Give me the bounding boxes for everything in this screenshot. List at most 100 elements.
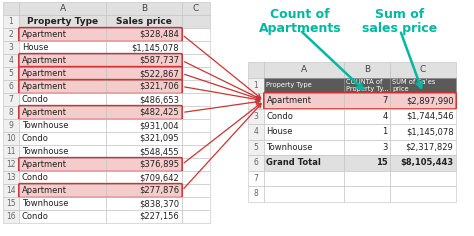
Bar [3,28,19,41]
Text: 16: 16 [6,212,16,221]
Bar [390,170,456,186]
Text: B: B [364,65,370,74]
Bar [390,62,456,77]
Bar [19,158,106,171]
Text: $1,145,078: $1,145,078 [406,127,454,136]
Text: $1,145,078: $1,145,078 [131,43,179,52]
Text: 6: 6 [9,82,13,91]
Bar [106,210,182,223]
Text: $482,425: $482,425 [139,108,179,117]
Bar [344,93,390,109]
Text: 8: 8 [254,189,258,198]
Text: 7: 7 [9,95,13,104]
Bar [19,119,106,132]
Bar [106,54,182,67]
Bar [182,106,210,119]
Bar [19,80,106,93]
Bar [19,210,106,223]
Text: Sales price: Sales price [116,17,172,26]
Text: 8: 8 [9,108,13,117]
Text: $2,317,829: $2,317,829 [406,143,454,152]
Bar [3,145,19,158]
Text: Property Type: Property Type [266,82,312,88]
Bar [248,139,264,155]
Bar [19,197,106,210]
Text: Apartment: Apartment [22,69,67,78]
Text: Grand Total: Grand Total [266,158,321,167]
Bar [182,28,210,41]
Bar [106,197,182,210]
Bar [390,155,456,170]
Bar [264,109,344,124]
Bar [19,106,106,119]
Text: Townhouse: Townhouse [22,147,69,156]
Bar [390,124,456,139]
Text: 11: 11 [6,147,16,156]
Text: $1,744,546: $1,744,546 [406,112,454,121]
Bar [19,132,106,145]
Text: COUNTA of
Property Ty...: COUNTA of Property Ty... [346,79,389,92]
Text: $709,642: $709,642 [139,173,179,182]
Bar [106,93,182,106]
Bar [182,15,210,28]
Bar [390,109,456,124]
Text: A: A [59,4,65,13]
Bar [182,171,210,184]
Bar [264,62,344,77]
Text: $376,895: $376,895 [139,160,179,169]
Text: 1: 1 [254,81,258,90]
Text: $227,156: $227,156 [139,212,179,221]
Bar [106,41,182,54]
Text: Condo: Condo [22,173,49,182]
Bar [248,77,264,93]
Bar [3,80,19,93]
Text: House: House [266,127,293,136]
Text: B: B [141,4,147,13]
Bar [248,124,264,139]
Text: 4: 4 [9,56,13,65]
Text: $838,370: $838,370 [139,199,179,208]
Bar [344,170,390,186]
Text: 5: 5 [254,143,258,152]
Text: Townhouse: Townhouse [22,199,69,208]
Bar [344,77,390,93]
Text: 7: 7 [254,174,258,183]
Bar [182,93,210,106]
Text: $931,004: $931,004 [139,121,179,130]
Bar [182,54,210,67]
Bar [248,155,264,170]
Text: Apartment: Apartment [22,30,67,39]
Bar [248,93,264,109]
Bar [106,132,182,145]
Bar [3,15,19,28]
Bar [3,106,19,119]
Text: C: C [420,65,426,74]
Bar [344,139,390,155]
Text: Apartment: Apartment [266,96,311,105]
Bar [3,67,19,80]
Text: 4: 4 [382,112,388,121]
Bar [344,124,390,139]
Text: $321,706: $321,706 [139,82,179,91]
Text: 13: 13 [6,173,16,182]
Bar [106,80,182,93]
Bar [182,210,210,223]
Bar [344,62,390,77]
Bar [106,15,182,28]
Bar [182,145,210,158]
Text: $548,455: $548,455 [139,147,179,156]
Text: $522,867: $522,867 [139,69,179,78]
Bar [248,170,264,186]
Text: 3: 3 [382,143,388,152]
Text: $277,876: $277,876 [139,186,179,195]
Bar [182,197,210,210]
Text: Condo: Condo [266,112,293,121]
Bar [264,124,344,139]
Bar [19,28,106,41]
Bar [182,80,210,93]
Text: Townhouse: Townhouse [266,143,313,152]
Text: 1: 1 [9,17,13,26]
Text: C: C [193,4,199,13]
Bar [3,158,19,171]
Text: Sum of
sales price: Sum of sales price [363,8,438,35]
